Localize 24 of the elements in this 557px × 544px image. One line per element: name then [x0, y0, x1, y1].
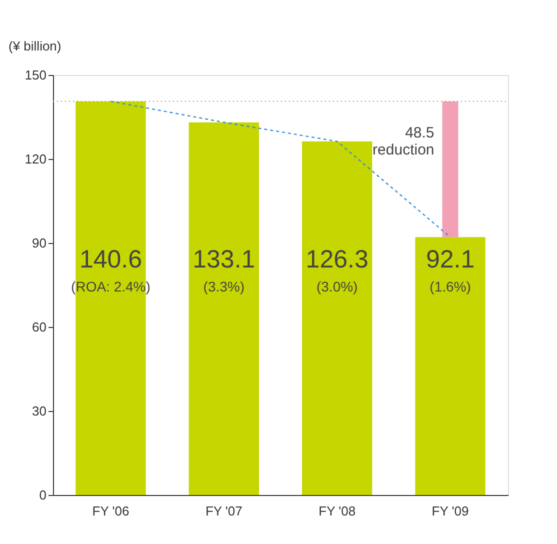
y-tick-label: 60	[32, 320, 46, 334]
y-tick-label: 120	[24, 152, 46, 166]
annotation: (3.3%)	[203, 278, 245, 294]
bar	[302, 141, 372, 495]
annotation: 48.5 reduction	[372, 124, 434, 158]
data-label: 133.1	[192, 245, 256, 274]
bar	[415, 237, 486, 495]
bar	[188, 122, 259, 495]
bar	[442, 101, 458, 238]
line-series	[110, 100, 451, 238]
y-axis-title: (¥ billion)	[8, 38, 62, 54]
y-tick-label: 0	[39, 488, 46, 502]
y-tick-label: 30	[32, 404, 46, 418]
x-tick-label: FY '08	[318, 504, 356, 518]
x-tick-label: FY '06	[92, 504, 130, 518]
annotation: (1.6%)	[430, 278, 471, 294]
x-tick-label: FY '07	[205, 504, 242, 518]
y-tick-label: 90	[32, 236, 46, 250]
data-label: 126.3	[306, 245, 368, 274]
annotation: (3.0%)	[316, 278, 358, 294]
data-label: 92.1	[426, 245, 475, 274]
data-label: 140.6	[79, 245, 142, 274]
y-tick-label: 150	[24, 68, 46, 82]
x-tick-label: FY '09	[432, 504, 469, 518]
